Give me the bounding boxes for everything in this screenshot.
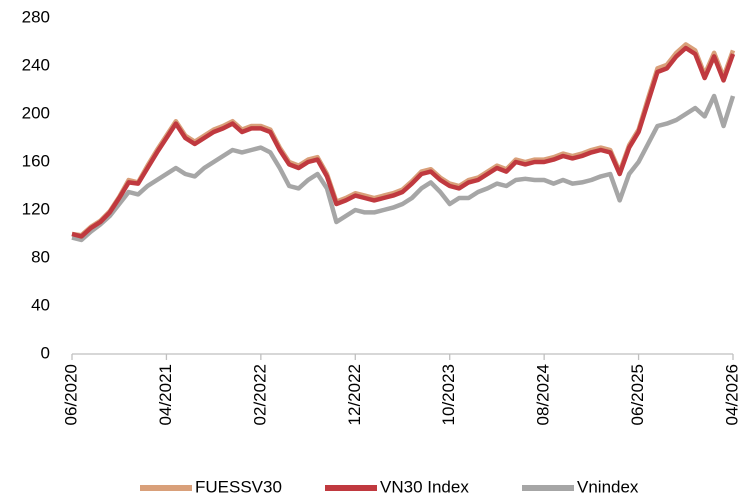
x-tick-label: 04/2021: [156, 364, 175, 425]
x-tick-label: 10/2023: [439, 364, 458, 425]
y-tick-label: 280: [22, 7, 50, 26]
x-tick-label: 02/2022: [250, 364, 269, 425]
y-tick-label: 200: [22, 103, 50, 122]
legend-label: FUESSV30: [195, 477, 282, 496]
legend-label: VN30 Index: [380, 477, 469, 496]
series-line: [71, 93, 736, 243]
y-tick-label: 160: [22, 151, 50, 170]
y-tick-label: 120: [22, 199, 50, 218]
y-tick-label: 80: [31, 247, 50, 266]
x-tick-label: 06/2025: [628, 364, 647, 425]
x-tick-label: 04/2026: [722, 364, 741, 425]
legend-label: Vnindex: [577, 477, 639, 496]
y-tick-label: 0: [41, 343, 50, 362]
series-line: [71, 45, 736, 239]
x-tick-label: 08/2024: [534, 364, 553, 425]
x-tick-label: 12/2022: [345, 364, 364, 425]
y-tick-label: 40: [31, 295, 50, 314]
y-tick-label: 240: [22, 55, 50, 74]
x-tick-label: 06/2020: [61, 364, 80, 425]
